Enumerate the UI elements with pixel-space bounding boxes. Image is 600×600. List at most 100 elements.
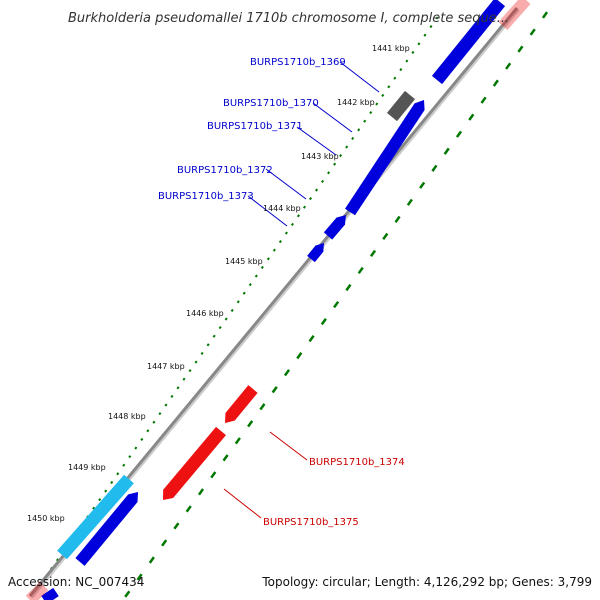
tick-mark xyxy=(197,488,205,496)
scale-label: 1449 kbp xyxy=(68,463,106,472)
tick-mark xyxy=(194,360,198,364)
gene-label[interactable]: BURPS1710b_1375 xyxy=(263,517,359,528)
tick-mark xyxy=(302,205,306,209)
tick-mark xyxy=(230,308,234,312)
tick-mark xyxy=(110,480,114,484)
tick-mark xyxy=(182,377,186,381)
scale-label: 1450 kbp xyxy=(27,514,65,523)
tick-mark xyxy=(357,128,361,132)
scale-label: 1444 kbp xyxy=(263,204,301,213)
tick-mark xyxy=(541,11,549,19)
tick-mark xyxy=(387,85,391,89)
tick-mark xyxy=(308,335,315,343)
tick-mark xyxy=(363,119,367,123)
tick-mark xyxy=(468,113,475,121)
tick-mark xyxy=(394,215,401,223)
gene-block[interactable] xyxy=(41,587,59,600)
leader-line xyxy=(269,431,308,461)
tick-mark xyxy=(218,326,222,330)
tick-mark xyxy=(92,506,96,510)
gene-label[interactable]: BURPS1710b_1371 xyxy=(207,121,303,132)
tick-mark xyxy=(242,291,246,295)
gene-block[interactable] xyxy=(163,426,226,500)
tick-mark xyxy=(405,59,409,63)
tick-mark xyxy=(206,343,210,347)
tick-mark xyxy=(345,145,349,149)
tick-mark xyxy=(357,266,364,275)
tick-mark xyxy=(188,369,192,373)
tick-mark xyxy=(333,162,337,166)
tick-mark xyxy=(455,130,463,138)
scale-label: 1442 kbp xyxy=(337,98,375,107)
tick-mark xyxy=(429,25,433,29)
gene-block[interactable] xyxy=(307,243,324,263)
gene-block[interactable] xyxy=(431,0,506,85)
tick-mark xyxy=(140,437,144,441)
tick-mark xyxy=(161,539,168,547)
tick-mark xyxy=(290,222,294,226)
tick-mark xyxy=(327,171,331,175)
scale-label: 1447 kbp xyxy=(147,362,185,371)
tick-mark xyxy=(247,420,254,428)
tick-mark xyxy=(283,369,291,377)
leader-line xyxy=(296,126,337,156)
tick-mark xyxy=(152,420,156,424)
tick-mark xyxy=(419,181,426,189)
tick-mark xyxy=(529,28,536,36)
tick-mark xyxy=(492,79,499,87)
tick-mark xyxy=(375,102,379,106)
tick-mark xyxy=(284,231,288,235)
tick-mark xyxy=(234,437,241,445)
tick-mark xyxy=(236,300,240,304)
tick-mark xyxy=(164,403,168,407)
tick-mark xyxy=(128,455,132,459)
tick-mark xyxy=(393,76,397,80)
tick-mark xyxy=(411,50,415,54)
tick-mark xyxy=(406,198,413,206)
tick-mark xyxy=(173,522,180,530)
tick-mark xyxy=(134,446,138,450)
tick-mark xyxy=(315,188,319,192)
tick-mark xyxy=(382,232,389,240)
leader-line xyxy=(265,168,307,200)
gene-label[interactable]: BURPS1710b_1374 xyxy=(309,457,405,468)
tick-mark xyxy=(369,249,377,258)
tick-mark xyxy=(176,386,180,390)
gene-label[interactable]: BURPS1710b_1370 xyxy=(223,98,319,109)
gene-block[interactable] xyxy=(386,90,416,122)
tick-mark xyxy=(278,240,282,244)
tick-mark xyxy=(259,403,266,411)
tick-mark xyxy=(381,93,385,97)
gene-block[interactable] xyxy=(225,385,258,423)
leader-line xyxy=(339,61,380,93)
scale-label: 1446 kbp xyxy=(186,309,224,318)
summary-text: Topology: circular; Length: 4,126,292 bp… xyxy=(261,575,592,589)
gene-label[interactable]: BURPS1710b_1369 xyxy=(250,57,346,68)
tick-mark xyxy=(222,454,229,462)
tick-mark xyxy=(224,317,228,321)
tick-mark xyxy=(158,412,162,416)
scale-label: 1441 kbp xyxy=(372,44,410,53)
tick-mark xyxy=(212,334,216,338)
leader-line xyxy=(223,488,262,519)
tick-mark xyxy=(254,274,258,278)
tick-mark xyxy=(185,505,192,513)
tick-mark xyxy=(505,62,512,70)
scale-label: 1445 kbp xyxy=(225,257,263,266)
gene-block[interactable] xyxy=(344,100,425,216)
gene-block[interactable] xyxy=(75,492,138,566)
tick-mark xyxy=(260,265,264,269)
tick-mark xyxy=(480,96,487,104)
gene-block[interactable] xyxy=(25,581,49,600)
tick-mark xyxy=(417,42,421,46)
tick-mark xyxy=(148,556,155,564)
tick-mark xyxy=(170,394,174,398)
gene-label[interactable]: BURPS1710b_1372 xyxy=(177,165,273,176)
gene-label[interactable]: BURPS1710b_1373 xyxy=(158,191,254,202)
gene-block[interactable] xyxy=(498,0,531,30)
gene-block[interactable] xyxy=(323,215,346,240)
gene-block[interactable] xyxy=(57,474,134,560)
accession-text: Accession: NC_007434 xyxy=(8,575,144,589)
scale-labels: 1441 kbp 1442 kbp 1443 kbp 1444 kbp 1445… xyxy=(27,44,410,523)
